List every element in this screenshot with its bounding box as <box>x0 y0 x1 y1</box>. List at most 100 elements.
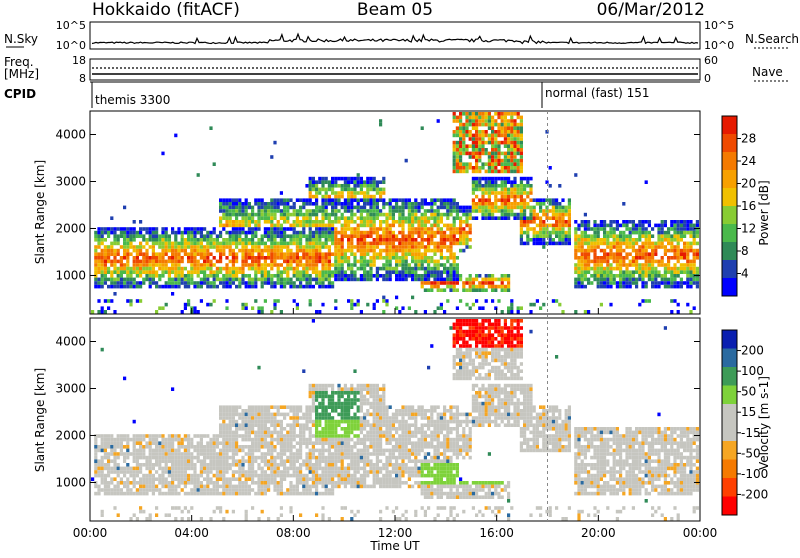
heatmap-cell <box>469 224 472 228</box>
heatmap-cell <box>555 299 558 303</box>
heatmap-cell <box>315 398 318 402</box>
heatmap-cell <box>152 252 155 256</box>
heatmap-cell <box>101 238 104 242</box>
heatmap-cell <box>334 252 337 256</box>
heatmap-cell <box>222 481 225 485</box>
heatmap-cell <box>312 395 315 399</box>
heatmap-cell <box>238 209 241 213</box>
heatmap-cell <box>174 492 177 496</box>
heatmap-cell <box>337 195 340 199</box>
heatmap-cell <box>456 206 459 210</box>
heatmap-cell <box>177 467 180 471</box>
heatmap-cell <box>101 449 104 453</box>
heatmap-cell <box>373 227 376 231</box>
heatmap-cell <box>193 227 196 231</box>
heatmap-cell <box>475 274 478 278</box>
heatmap-cell <box>433 267 436 271</box>
heatmap-cell <box>309 492 312 496</box>
heatmap-cell <box>459 166 462 170</box>
cpid-mode-2: normal (fast) 151 <box>545 86 649 100</box>
heatmap-cell <box>325 267 328 271</box>
heatmap-cell <box>293 463 296 467</box>
heatmap-cell <box>366 177 369 181</box>
heatmap-cell <box>273 206 276 210</box>
heatmap-cell <box>126 256 129 260</box>
heatmap-cell <box>667 285 670 289</box>
heatmap-cell <box>126 438 129 442</box>
heatmap-cell <box>235 409 238 413</box>
heatmap-cell <box>494 141 497 145</box>
heatmap-cell <box>449 224 452 228</box>
heatmap-cell <box>283 278 286 282</box>
heatmap-cell <box>513 184 516 188</box>
heatmap-cell <box>433 270 436 274</box>
heatmap-cell <box>248 452 251 456</box>
heatmap-cell <box>315 413 318 417</box>
heatmap-cell <box>481 166 484 170</box>
heatmap-cell <box>347 238 350 242</box>
heatmap-cell <box>309 224 312 228</box>
heatmap-cell <box>670 256 673 260</box>
heatmap-cell <box>462 141 465 145</box>
heatmap-cell <box>190 242 193 246</box>
heatmap-cell <box>241 213 244 217</box>
heatmap-cell <box>277 206 280 210</box>
heatmap-cell <box>190 452 193 456</box>
heatmap-cell <box>113 485 116 489</box>
heatmap-cell <box>200 267 203 271</box>
heatmap-cell <box>261 470 264 474</box>
heatmap-cell <box>664 281 667 285</box>
heatmap-cell <box>488 209 491 213</box>
heatmap-cell <box>414 260 417 264</box>
heatmap-cell <box>584 231 587 235</box>
heatmap-cell <box>475 299 478 303</box>
heatmap-cell <box>353 278 356 282</box>
heatmap-cell <box>245 238 248 242</box>
heatmap-cell <box>219 434 222 438</box>
heatmap-cell <box>424 270 427 274</box>
heatmap-cell <box>97 245 100 249</box>
heatmap-cell <box>94 452 97 456</box>
heatmap-cell <box>622 274 625 278</box>
heatmap-cell <box>533 231 536 235</box>
cpid-mode-1: themis 3300 <box>95 93 170 107</box>
heatmap-cell <box>446 270 449 274</box>
heatmap-cell <box>504 119 507 123</box>
heatmap-cell <box>686 231 689 235</box>
heatmap-cell <box>350 202 353 206</box>
heatmap-cell <box>123 206 126 210</box>
heatmap-cell <box>277 299 280 303</box>
heatmap-cell <box>181 477 184 481</box>
heatmap-cell <box>184 445 187 449</box>
heatmap-cell <box>286 220 289 224</box>
heatmap-cell <box>485 206 488 210</box>
heatmap-cell <box>273 420 276 424</box>
heatmap-cell <box>325 202 328 206</box>
heatmap-cell <box>235 434 238 438</box>
heatmap-cell <box>270 234 273 238</box>
heatmap-cell <box>123 231 126 235</box>
heatmap-cell <box>229 485 232 489</box>
heatmap-cell <box>408 306 411 310</box>
heatmap-cell <box>427 281 430 285</box>
heatmap-cell <box>472 188 475 192</box>
heatmap-cell <box>510 155 513 159</box>
heatmap-cell <box>459 155 462 159</box>
heatmap-cell <box>283 463 286 467</box>
heatmap-cell <box>485 162 488 166</box>
heatmap-cell <box>670 220 673 224</box>
heatmap-cell <box>593 252 596 256</box>
heatmap-cell <box>689 281 692 285</box>
heatmap-cell <box>289 506 292 510</box>
heatmap-cell <box>200 245 203 249</box>
heatmap-cell <box>401 231 404 235</box>
heatmap-cell <box>558 234 561 238</box>
heatmap-cell <box>696 278 699 282</box>
heatmap-cell <box>369 270 372 274</box>
heatmap-cell <box>293 416 296 420</box>
heatmap-cell <box>382 206 385 210</box>
heatmap-cell <box>347 227 350 231</box>
heatmap-cell <box>561 216 564 220</box>
heatmap-cell <box>155 256 158 260</box>
heatmap-cell <box>309 456 312 460</box>
